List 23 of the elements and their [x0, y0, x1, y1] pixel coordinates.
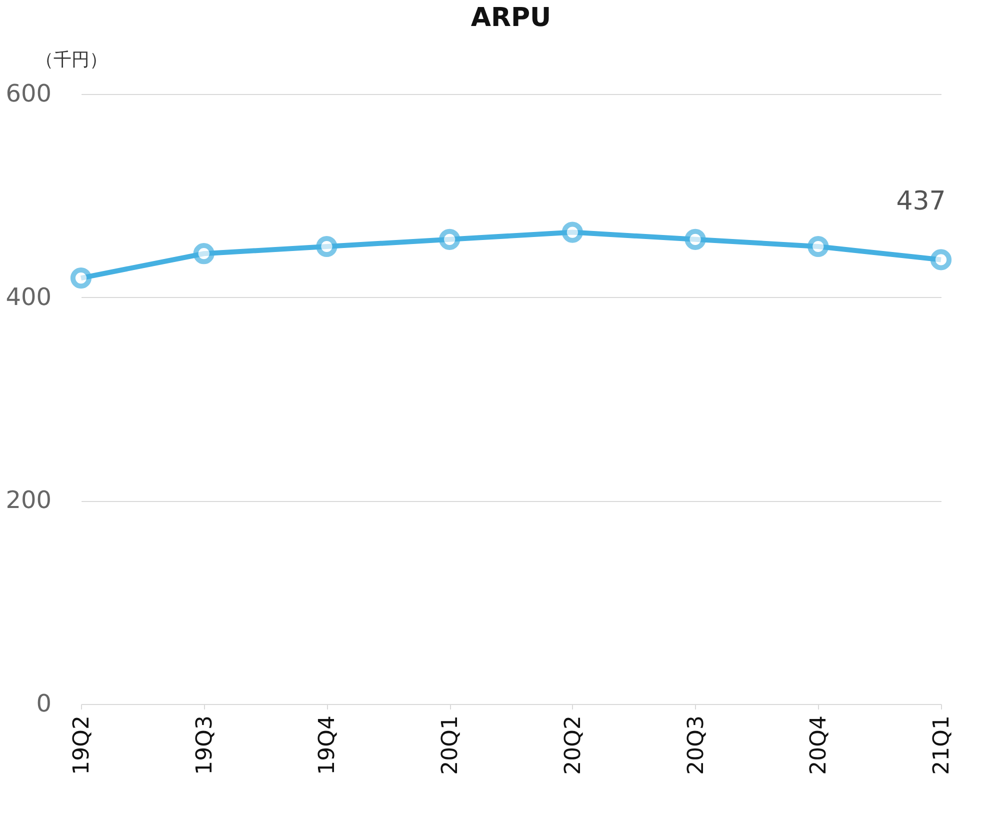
x-tick-label: 19Q3 [192, 716, 218, 775]
chart-title: ARPU [470, 3, 552, 33]
x-tick-label: 20Q3 [684, 716, 709, 775]
x-tick-label: 19Q4 [315, 716, 340, 775]
x-tick-label: 19Q2 [70, 716, 94, 775]
point [930, 249, 952, 270]
y-axis-title: （千円） [36, 50, 108, 70]
x-tick-label: 20Q2 [560, 716, 586, 775]
x-tick-label: 21Q1 [930, 716, 954, 775]
x-tick-label: 20Q4 [806, 716, 832, 775]
point [808, 236, 829, 258]
point [562, 222, 583, 243]
point [70, 267, 92, 289]
x-tick-label: 20Q1 [438, 716, 464, 775]
y-tick-label: 200 [6, 486, 52, 514]
data-label: 437 [896, 186, 946, 217]
point [439, 228, 460, 250]
y-tick-label: 600 [6, 80, 52, 108]
point [193, 243, 214, 264]
y-tick-label: 400 [6, 282, 52, 311]
y-tick-label: 0 [36, 690, 52, 718]
point [684, 228, 706, 250]
point [316, 236, 338, 258]
